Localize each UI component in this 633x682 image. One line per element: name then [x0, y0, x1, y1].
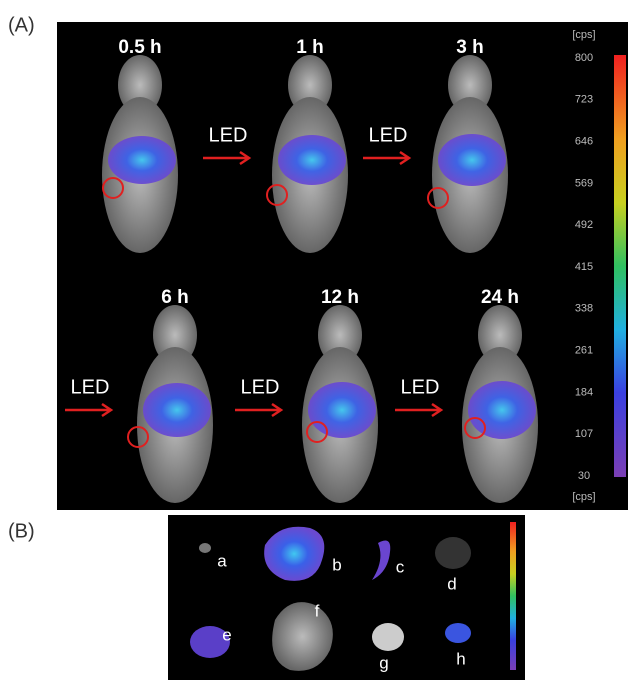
time-label: 1 h: [296, 37, 323, 58]
colorbar-tick: 261: [575, 345, 593, 357]
led-label: LED: [209, 124, 248, 146]
organ-label: a: [217, 551, 227, 570]
organ-label: f: [315, 601, 320, 620]
colorbar: [614, 55, 626, 477]
colorbar-tick: 107: [575, 428, 593, 440]
led-label: LED: [369, 124, 408, 146]
time-label: 6 h: [161, 287, 188, 308]
colorbar-tick: 338: [575, 303, 593, 315]
fluorescence: [108, 136, 176, 184]
fluorescence: [143, 383, 211, 437]
fluorescence: [438, 134, 506, 186]
colorbar-tick: 646: [575, 136, 593, 148]
organ-label: h: [456, 649, 465, 668]
colorbar-tick: 800: [575, 52, 593, 64]
colorbar-unit: [cps]: [572, 29, 595, 41]
colorbar-unit: [cps]: [572, 491, 595, 503]
colorbar-tick: 415: [575, 261, 593, 273]
panel-label: (A): [8, 14, 35, 36]
time-label: 0.5 h: [118, 37, 161, 58]
colorbar-tick: 569: [575, 177, 593, 189]
time-label: 3 h: [456, 37, 483, 58]
time-label: 12 h: [321, 287, 359, 308]
figure: (A) [cps] [cps] 0.5 h 1 h 3 h 6 h 12 h 24 h LE…: [0, 0, 633, 682]
organ-label: b: [332, 555, 341, 574]
organ-label: c: [396, 557, 405, 576]
fluorescence: [278, 135, 346, 185]
colorbar-tick: 492: [575, 219, 593, 231]
led-label: LED: [401, 376, 440, 398]
led-label: LED: [241, 376, 280, 398]
colorbar-tick: 723: [575, 94, 593, 106]
time-label: 24 h: [481, 287, 519, 308]
colorbar-tick: 30: [578, 470, 590, 482]
organ-label: g: [379, 653, 388, 672]
organ-label: d: [447, 574, 456, 593]
colorbar-tick: 184: [575, 386, 593, 398]
panel-b-background: [168, 515, 525, 680]
led-label: LED: [71, 376, 110, 398]
fluorescence: [468, 381, 536, 439]
colorbar-small: [510, 522, 516, 670]
fluorescence: [308, 382, 376, 438]
organ-label: e: [222, 625, 231, 644]
panel-label: (B): [8, 520, 35, 542]
